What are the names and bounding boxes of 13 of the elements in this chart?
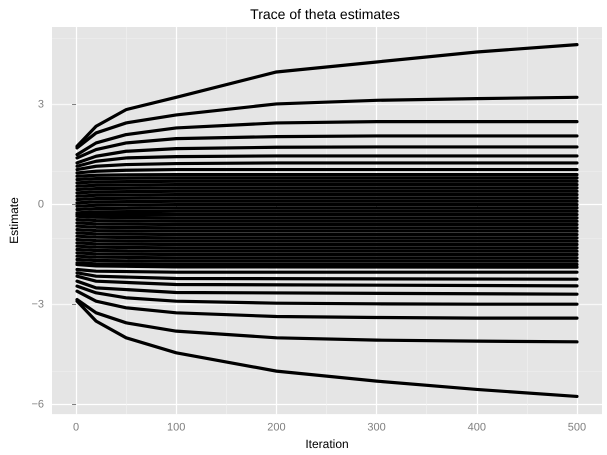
y-tick-label: −3 <box>31 298 44 310</box>
chart-title: Trace of theta estimates <box>250 6 400 22</box>
x-tick-label: 100 <box>167 422 186 434</box>
x-tick-label: 0 <box>72 422 80 434</box>
y-tick-label: 3 <box>38 98 44 111</box>
x-tick-label: 500 <box>568 422 586 434</box>
y-tick-label: 0 <box>38 198 44 211</box>
y-tick-label: −6 <box>31 398 44 410</box>
x-tick-label: 400 <box>468 422 486 434</box>
x-tick-label: 200 <box>267 422 286 434</box>
x-tick-label: 300 <box>367 422 386 434</box>
x-axis-title: Iteration <box>305 437 349 451</box>
y-axis-title: Estimate <box>7 196 21 244</box>
